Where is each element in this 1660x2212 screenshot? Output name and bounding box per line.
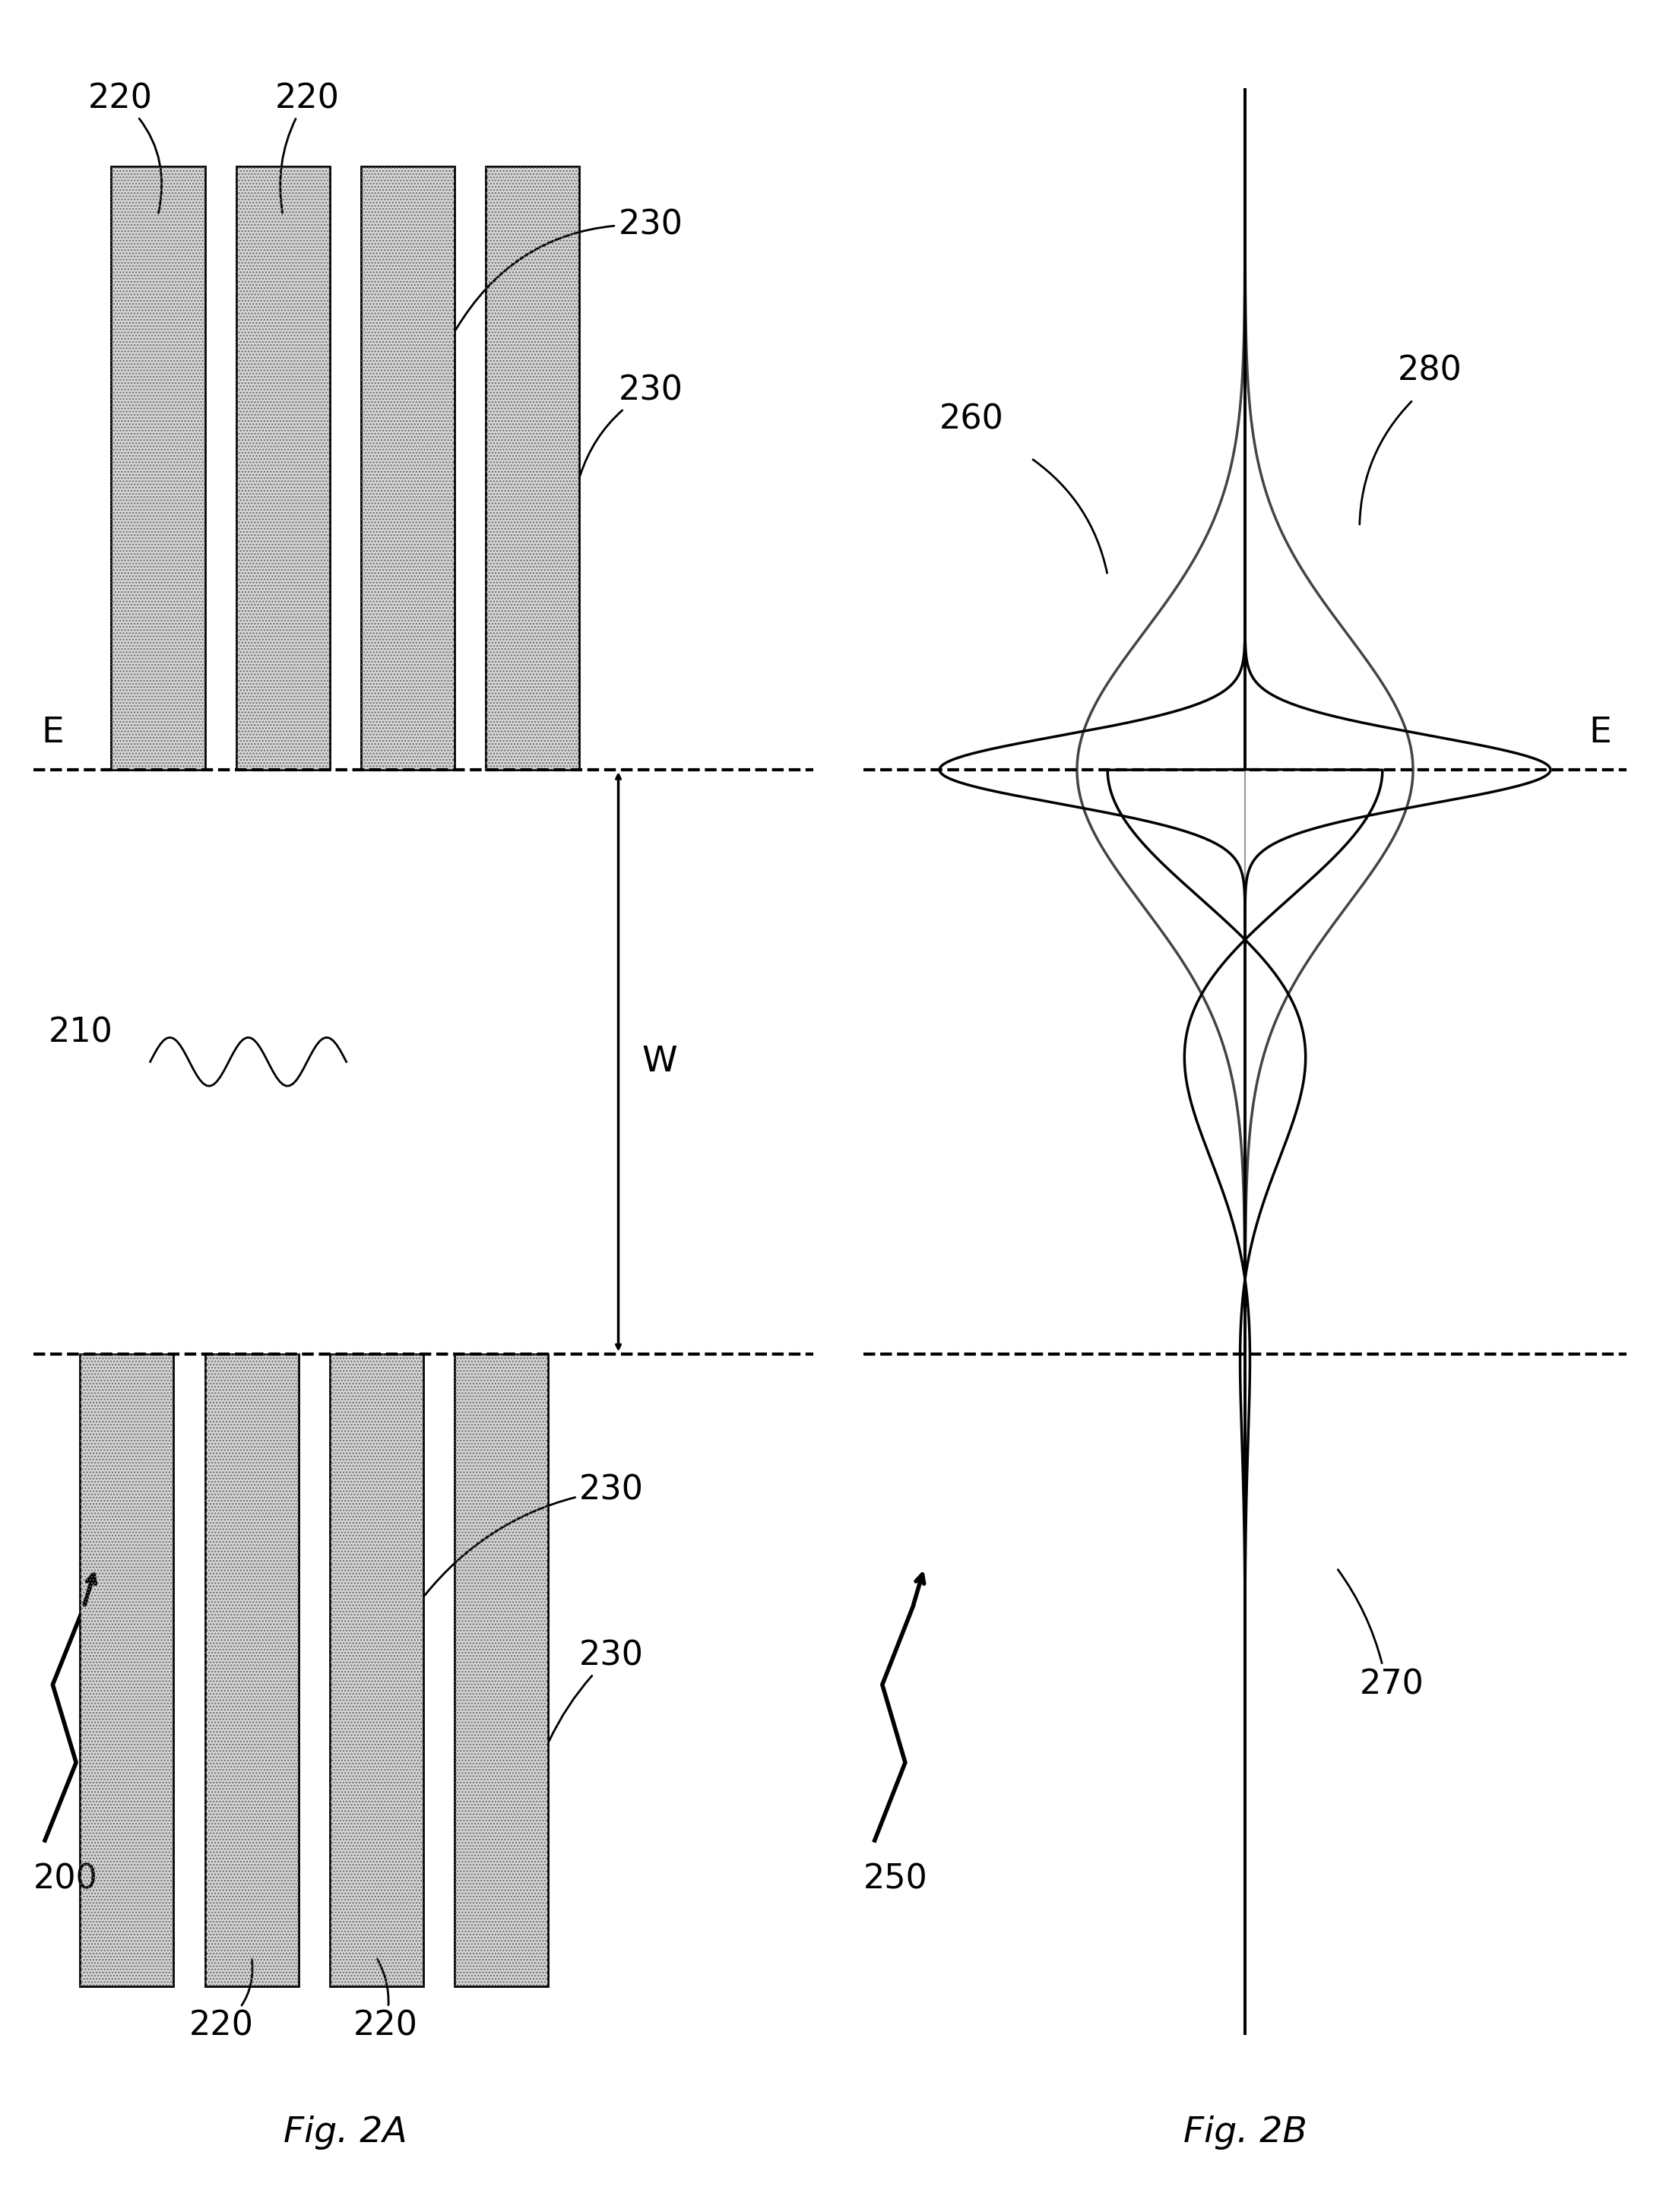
Bar xyxy=(455,1354,548,1986)
Bar xyxy=(111,166,204,770)
Bar xyxy=(111,166,204,770)
Bar xyxy=(330,1354,423,1986)
Text: 230: 230 xyxy=(425,1473,644,1595)
Text: E: E xyxy=(42,717,63,750)
Bar xyxy=(486,166,579,770)
Bar xyxy=(455,1354,548,1986)
Text: 210: 210 xyxy=(48,1018,113,1048)
Text: 200: 200 xyxy=(33,1863,98,1896)
Text: 250: 250 xyxy=(863,1863,928,1896)
Bar xyxy=(360,166,455,770)
Text: 270: 270 xyxy=(1360,1668,1424,1701)
Bar xyxy=(236,166,330,770)
Text: Fig. 2B: Fig. 2B xyxy=(1184,2115,1306,2150)
Bar xyxy=(204,1354,299,1986)
Text: Fig. 2A: Fig. 2A xyxy=(284,2115,407,2150)
Bar xyxy=(486,166,579,770)
Bar xyxy=(360,166,455,770)
Bar xyxy=(236,166,330,770)
Text: E: E xyxy=(1589,717,1612,750)
Bar xyxy=(330,1354,423,1986)
Text: 220: 220 xyxy=(276,82,340,212)
Text: 220: 220 xyxy=(189,1960,254,2042)
Text: W: W xyxy=(642,1044,677,1079)
Text: 230: 230 xyxy=(579,374,682,476)
Text: 220: 220 xyxy=(354,1960,418,2042)
Bar xyxy=(80,1354,174,1986)
Text: 260: 260 xyxy=(940,403,1004,436)
Bar xyxy=(80,1354,174,1986)
Bar xyxy=(204,1354,299,1986)
Text: 280: 280 xyxy=(1398,354,1462,387)
Text: 230: 230 xyxy=(455,208,682,330)
Text: 230: 230 xyxy=(549,1639,644,1741)
Text: 220: 220 xyxy=(88,82,161,212)
